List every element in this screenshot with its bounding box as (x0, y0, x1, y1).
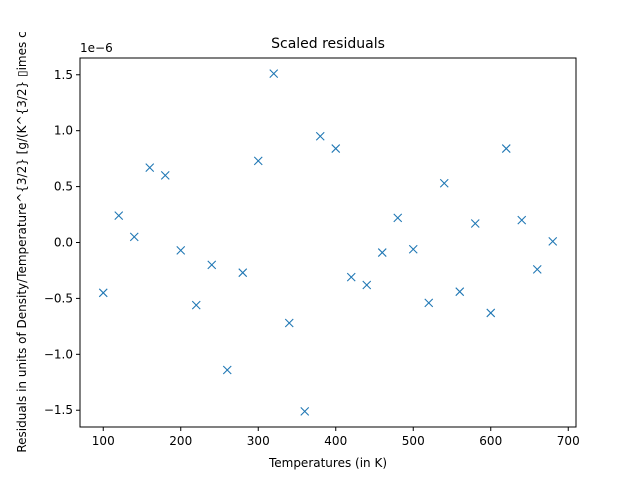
y-tick-label: 1.0 (54, 124, 73, 138)
data-point (191, 300, 201, 310)
x-tick-label: 700 (557, 434, 580, 448)
data-point (455, 287, 465, 297)
x-tick-label: 500 (402, 434, 425, 448)
data-point (362, 280, 372, 290)
data-point (424, 298, 434, 308)
data-point (160, 171, 170, 180)
data-point (393, 213, 403, 223)
axes-frame (79, 57, 577, 428)
x-tick-label: 300 (247, 434, 270, 448)
y-tick-label: 1.5 (54, 68, 73, 82)
data-points (98, 69, 558, 416)
x-axis-ticks: 100 200 300 400 500 600 700 (92, 427, 580, 448)
x-axis-label: Temperatures (in K) (268, 456, 387, 470)
y-tick-label: 0.5 (54, 180, 73, 194)
data-point (486, 308, 496, 318)
x-tick-label: 400 (324, 434, 347, 448)
data-point (114, 211, 124, 221)
y-axis-ticks: −1.5 −1.0 −0.5 0.0 0.5 1.0 1.5 (44, 68, 80, 417)
y-tick-label: 0.0 (54, 236, 73, 250)
x-tick-label: 200 (169, 434, 192, 448)
y-tick-label: −1.0 (44, 347, 73, 361)
data-point (517, 215, 527, 225)
data-point (408, 244, 418, 254)
data-point (315, 131, 325, 141)
y-tick-label: −0.5 (44, 291, 73, 305)
y-tick-label: −1.5 (44, 403, 73, 417)
data-point (331, 144, 341, 153)
data-point (145, 163, 155, 172)
y-axis-label: Residuals in units of Density/Temperatur… (15, 31, 29, 452)
data-point (222, 365, 232, 375)
data-point (269, 69, 279, 79)
data-point (548, 236, 558, 246)
y-offset-text: 1e−6 (80, 41, 113, 55)
x-tick-label: 100 (92, 434, 115, 448)
data-point (284, 318, 294, 328)
chart-title: Scaled residuals (271, 36, 385, 52)
data-point (176, 245, 186, 255)
data-point (532, 264, 542, 274)
x-tick-label: 600 (479, 434, 502, 448)
data-point (300, 406, 310, 416)
data-point (98, 288, 108, 298)
data-point (377, 248, 387, 257)
data-point (346, 272, 356, 282)
data-point (470, 219, 480, 228)
data-point (439, 178, 449, 188)
data-point (207, 260, 217, 270)
data-point (501, 144, 511, 153)
data-point (238, 268, 248, 278)
data-point (129, 232, 139, 242)
data-point (253, 156, 263, 166)
